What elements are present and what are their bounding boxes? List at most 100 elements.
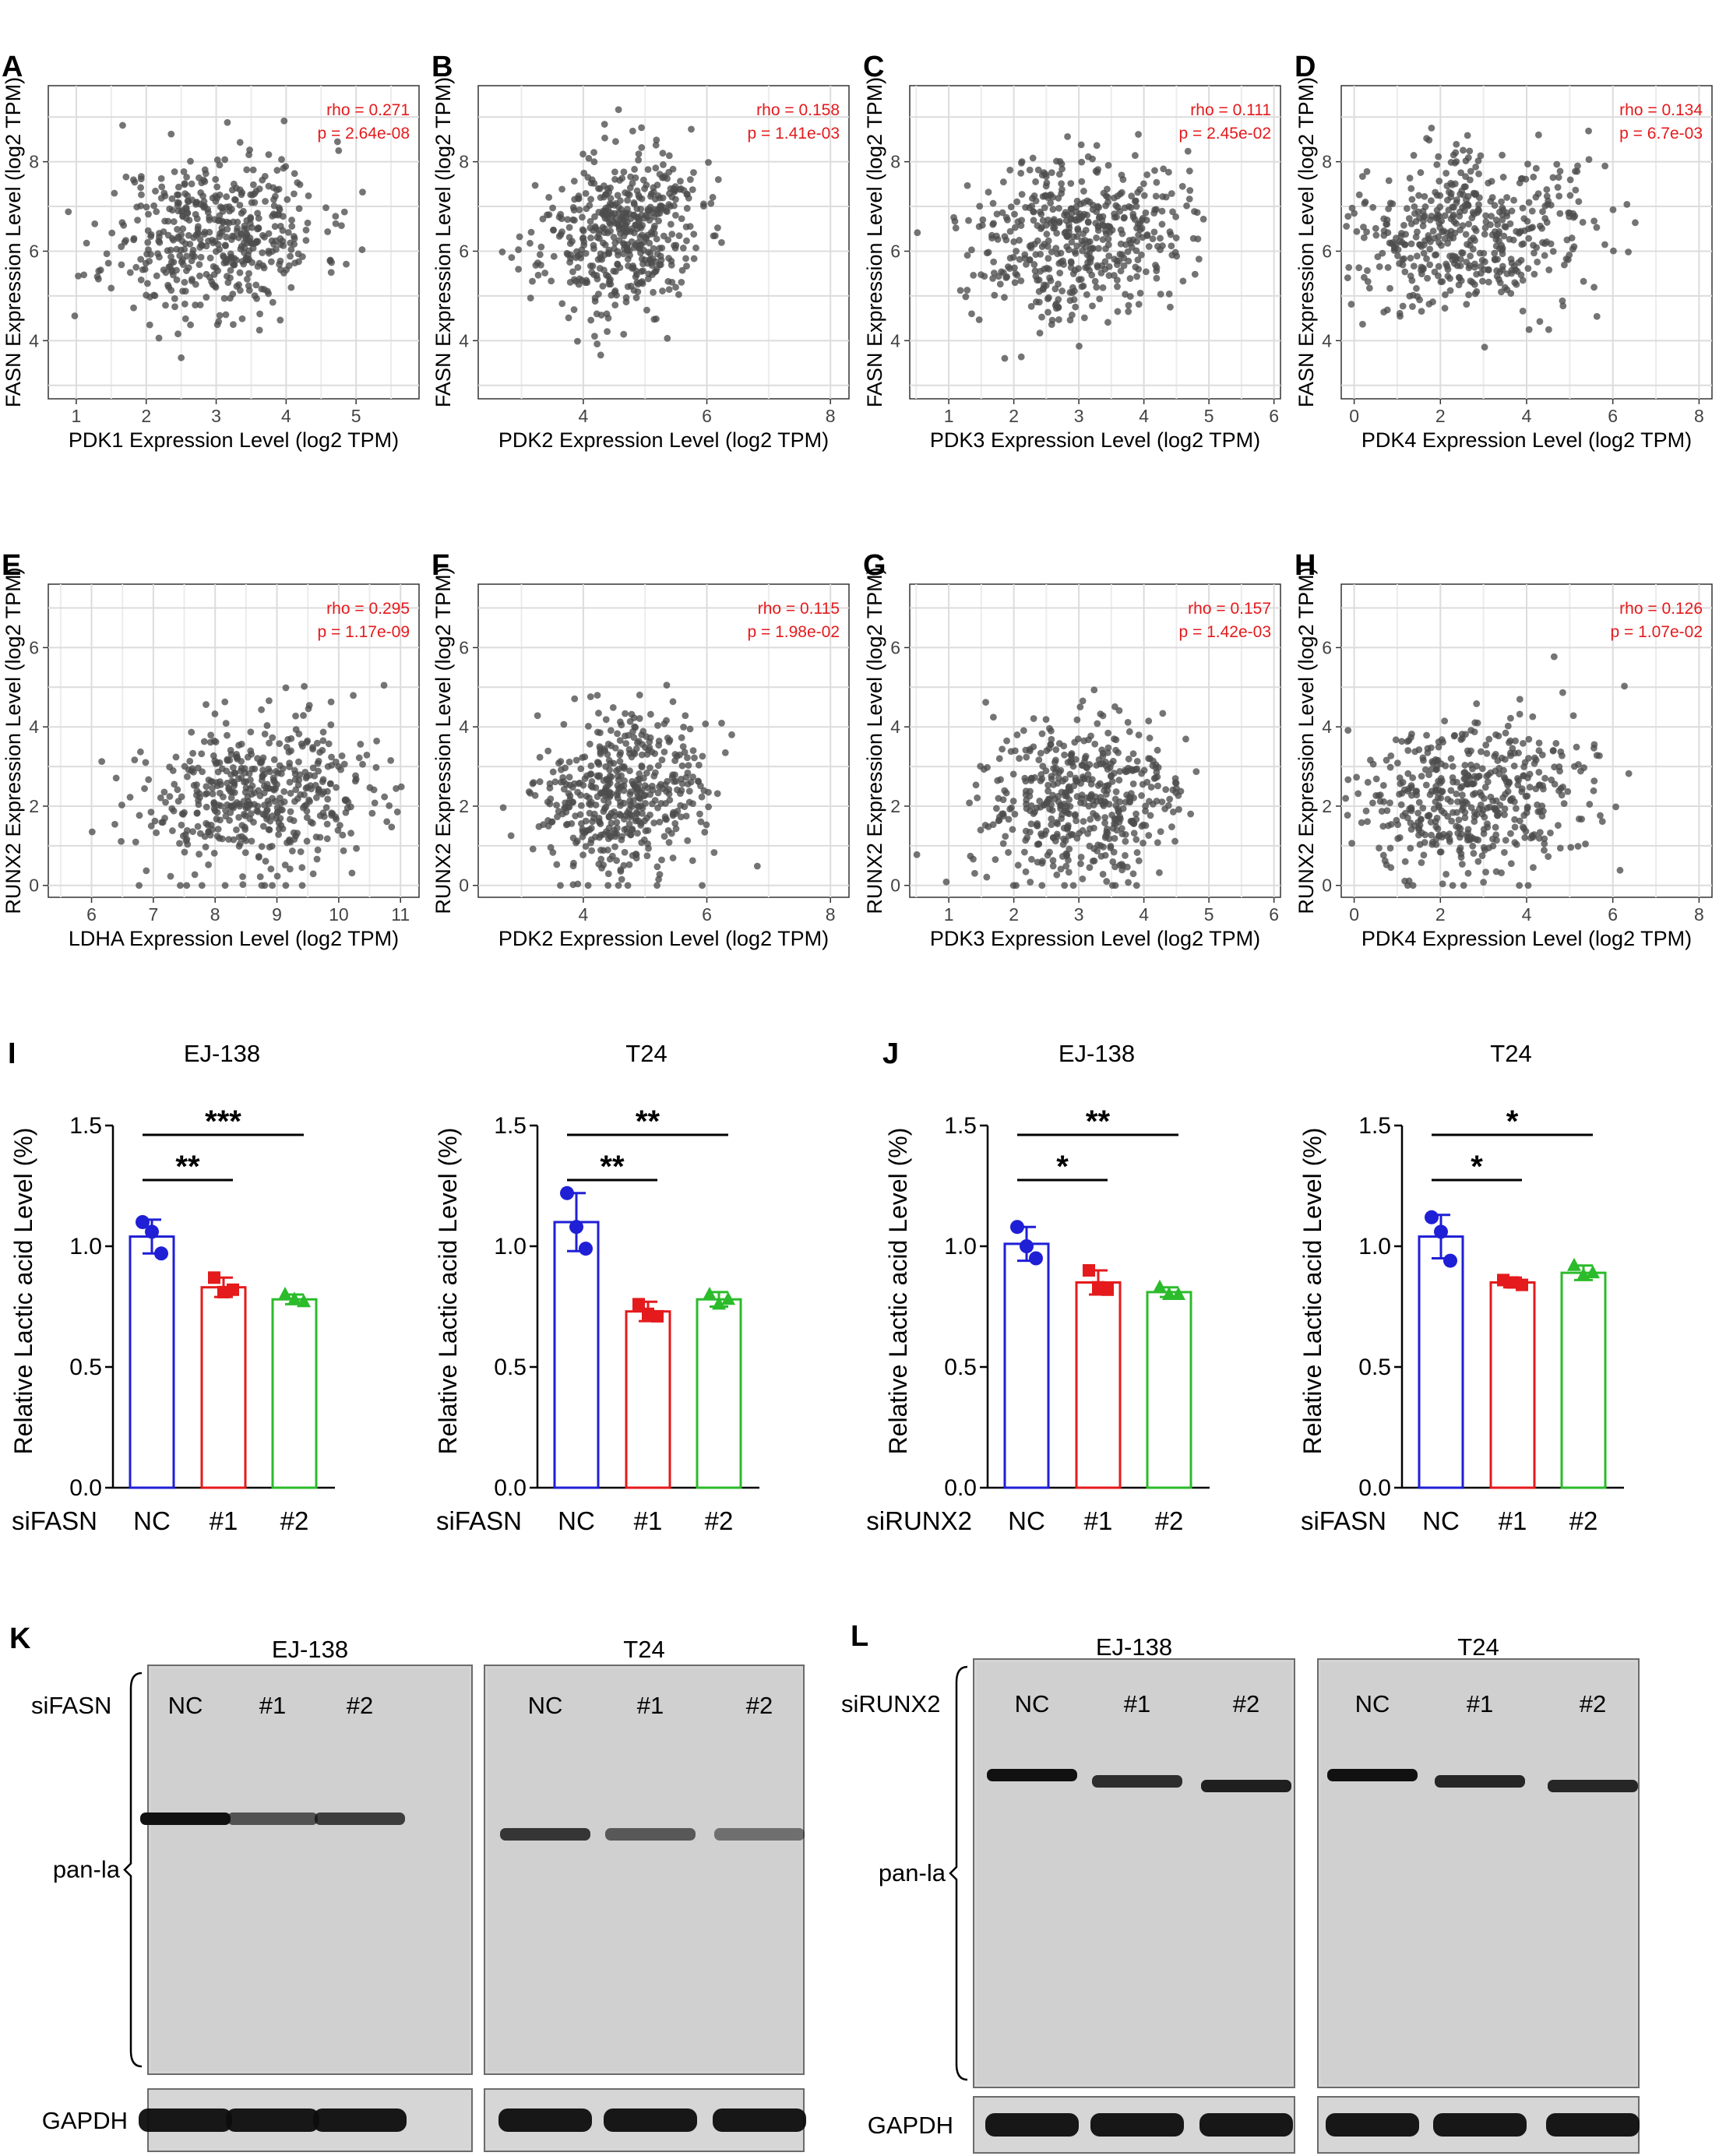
data-point (1140, 180, 1147, 188)
data-point (1063, 233, 1071, 241)
data-point (635, 150, 643, 157)
data-point (1469, 842, 1477, 850)
data-point (1013, 731, 1021, 738)
data-point (629, 826, 636, 833)
data-point (202, 791, 210, 798)
data-point (550, 226, 557, 234)
data-point (999, 269, 1007, 277)
data-point (638, 731, 646, 738)
data-point (319, 728, 327, 736)
lane-label: NC (1015, 1690, 1050, 1717)
data-point (224, 118, 231, 126)
data-point (260, 286, 268, 293)
replicate-point (227, 1283, 239, 1296)
data-point (1495, 230, 1502, 238)
data-point (301, 802, 308, 810)
data-point (1415, 192, 1422, 199)
data-point (1014, 861, 1022, 869)
data-point (1018, 158, 1026, 165)
data-point (1058, 160, 1066, 167)
data-point (1108, 226, 1116, 234)
rho-annotation: rho = 0.295 (326, 600, 410, 618)
data-point (294, 781, 302, 789)
data-point (1414, 293, 1421, 301)
data-point (1420, 249, 1428, 257)
data-point (141, 785, 148, 792)
data-point (663, 682, 671, 689)
data-point (1105, 252, 1113, 260)
data-point (1466, 147, 1474, 155)
data-point (1152, 764, 1160, 772)
data-point (1458, 806, 1466, 814)
data-point (1355, 264, 1363, 272)
data-point (145, 210, 152, 218)
data-point (1039, 858, 1046, 865)
data-point (516, 233, 523, 241)
data-point (1472, 836, 1480, 844)
data-point (1545, 266, 1553, 273)
data-point (595, 185, 602, 192)
data-point (203, 803, 210, 811)
data-point (1065, 856, 1072, 864)
data-point (601, 134, 608, 142)
data-point (1463, 258, 1471, 266)
data-point (610, 234, 618, 241)
data-point (683, 190, 691, 198)
data-point (653, 136, 660, 144)
data-point (328, 753, 335, 761)
data-point (1044, 295, 1051, 303)
data-point (186, 240, 194, 248)
data-point (690, 231, 698, 238)
x-tick-label: 3 (1074, 406, 1084, 426)
data-point (229, 764, 237, 771)
data-point (1456, 833, 1464, 841)
data-point (596, 833, 604, 841)
data-point (1404, 882, 1411, 890)
data-point (618, 833, 625, 840)
data-point (546, 784, 554, 792)
data-point (319, 737, 327, 745)
data-point (707, 199, 715, 207)
data-point (1387, 864, 1395, 872)
data-point (1134, 256, 1142, 264)
data-point (1443, 182, 1451, 190)
data-point (586, 202, 594, 210)
data-point (1135, 857, 1143, 865)
data-point (1011, 747, 1019, 755)
group-label: siFASN (1301, 1506, 1386, 1535)
blot-title: EJ-138 (272, 1636, 348, 1663)
data-point (282, 684, 290, 692)
data-point (1534, 258, 1541, 266)
data-point (227, 808, 234, 816)
data-point (221, 882, 229, 890)
data-point (206, 254, 214, 262)
data-point (150, 202, 158, 210)
data-point (1065, 246, 1073, 254)
data-point (1457, 262, 1464, 270)
data-point (80, 271, 88, 279)
y-tick-label: 2 (1322, 796, 1332, 816)
data-point (668, 257, 675, 265)
data-point (627, 831, 635, 839)
data-point (625, 191, 633, 199)
data-point (268, 237, 276, 245)
data-point (386, 801, 393, 809)
y-axis-label: RUNX2 Expression Level (log2 TPM) (2, 567, 25, 914)
data-point (1017, 353, 1025, 361)
data-point (1038, 730, 1046, 738)
data-point (595, 710, 602, 717)
data-point (1118, 230, 1126, 238)
data-point (587, 196, 594, 203)
data-point (231, 801, 238, 808)
x-tick-label: 8 (1694, 904, 1704, 925)
data-point (177, 882, 184, 890)
data-point (1535, 769, 1543, 776)
data-point (1098, 262, 1106, 270)
data-point (294, 179, 301, 186)
data-point (1529, 713, 1537, 720)
data-point (569, 862, 577, 870)
data-point (1504, 781, 1512, 789)
data-point (1457, 825, 1464, 833)
data-point (181, 315, 189, 322)
